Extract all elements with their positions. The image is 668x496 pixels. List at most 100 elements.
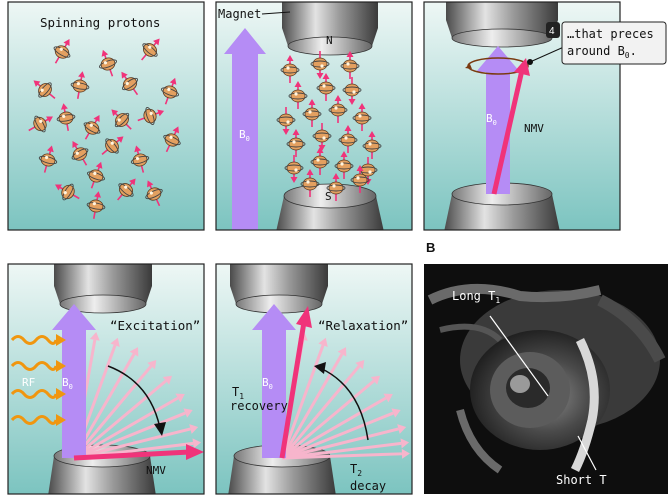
panel-precession: B0 NMV <box>424 2 620 230</box>
proton-icon <box>83 115 101 140</box>
svg-text:B0: B0 <box>239 128 250 143</box>
fan-arrow <box>73 411 186 460</box>
t2-label: T <box>350 462 357 476</box>
proton-icon <box>145 180 163 207</box>
proton-icon <box>334 151 354 179</box>
excitation-title: “Excitation” <box>110 318 200 333</box>
svg-text:T1: T1 <box>232 385 244 401</box>
mri-image: Long T1 Short T <box>424 264 668 494</box>
aligned-protons <box>276 51 382 201</box>
fan-arrow <box>280 365 361 459</box>
proton-icon <box>316 73 336 101</box>
random-protons <box>28 38 181 219</box>
fan-arrow <box>281 396 387 460</box>
panel-relaxation: B0 “Relaxation” T1 recovery T2 decay <box>216 264 412 494</box>
north-pole-magnet <box>54 264 152 314</box>
proton-icon <box>302 99 322 127</box>
nmv-label: NMV <box>146 464 166 477</box>
proton-icon <box>101 136 124 155</box>
callout-line-2-sub: 0 <box>625 51 630 60</box>
b0-sub: 0 <box>493 119 497 127</box>
svg-text:Long T1: Long T1 <box>452 289 500 305</box>
short-t-pointer <box>577 435 597 471</box>
nmv-arrow <box>279 306 312 459</box>
south-pole-magnet: S <box>276 183 384 230</box>
precession-callout: 4 …that preces around B0. <box>527 21 667 65</box>
fan-arrow <box>281 379 375 460</box>
proton-icon <box>111 109 132 130</box>
proton-icon <box>161 77 179 105</box>
fan-arrow <box>281 427 399 460</box>
north-label: N <box>326 34 333 47</box>
proton-icon <box>137 107 165 125</box>
nmv-arrow <box>491 58 530 195</box>
proton-icon <box>117 178 136 201</box>
relaxation-fan-arrows <box>280 331 410 460</box>
t1-recovery-label: recovery <box>230 399 288 413</box>
proton-icon <box>288 81 308 109</box>
proton-icon <box>87 161 105 189</box>
proton-icon <box>71 141 89 166</box>
nmv-arrow <box>73 444 204 461</box>
t1-label: T <box>232 385 239 399</box>
magnet-label: Magnet <box>218 7 261 21</box>
proton-icon <box>86 191 106 219</box>
rf-wave <box>10 361 58 371</box>
fan-arrow <box>73 379 167 460</box>
svg-text:around B0.: around B0. <box>567 44 637 60</box>
relaxation-title: “Relaxation” <box>318 318 408 333</box>
fan-arrow <box>280 344 325 459</box>
proton-icon <box>38 145 58 173</box>
proton-icon <box>163 126 181 153</box>
panel-magnet: N S B0 Magnet <box>216 2 412 230</box>
proton-icon <box>56 103 76 131</box>
proton-icon <box>55 183 80 201</box>
long-t1-pointer <box>489 315 549 397</box>
proton-icon <box>350 165 370 193</box>
proton-icon <box>33 80 56 99</box>
proton-icon <box>300 169 320 197</box>
svg-text:B0: B0 <box>262 376 273 391</box>
fan-arrow <box>281 441 402 460</box>
rf-wave <box>10 415 58 425</box>
section-label-b: B <box>426 240 435 255</box>
nmv-label: NMV <box>524 122 544 135</box>
b0-label: B <box>239 128 246 141</box>
rotation-arrow <box>107 365 161 429</box>
b0-sub: 0 <box>269 383 273 391</box>
fan-arrow <box>73 396 179 460</box>
south-label: S <box>325 190 332 203</box>
proton-icon <box>326 173 346 201</box>
callout-line-2: around B <box>567 44 625 58</box>
proton-icon <box>53 39 71 64</box>
magnet-pointer <box>261 11 291 15</box>
north-pole-magnet: N <box>282 2 378 56</box>
svg-text:T2: T2 <box>350 462 362 478</box>
proton-icon <box>276 107 296 135</box>
proton-icon <box>312 123 332 151</box>
proton-icon <box>121 71 139 96</box>
b0-field-arrow: B0 <box>476 46 520 194</box>
proton-icon <box>99 49 117 77</box>
t2-sub: 2 <box>357 469 362 478</box>
proton-icon <box>70 71 90 99</box>
svg-text:B0: B0 <box>62 376 73 391</box>
north-pole-magnet <box>230 264 328 314</box>
proton-icon <box>352 103 372 131</box>
proton-icon <box>328 95 348 123</box>
panel-excitation: B0 NMV “Excitation” RF <box>8 264 204 494</box>
proton-icon <box>310 51 330 79</box>
rf-pulse-waves <box>10 334 66 426</box>
b0-label: B <box>262 376 269 389</box>
proton-icon <box>338 125 358 153</box>
step-badge <box>546 22 560 38</box>
proton-icon <box>362 131 382 159</box>
t2-decay-label: decay <box>350 479 386 493</box>
fan-arrow <box>72 365 153 459</box>
proton-icon <box>286 129 306 157</box>
short-t-label: Short T <box>556 473 607 487</box>
fan-arrow <box>281 452 402 460</box>
rotation-arrow <box>319 367 369 441</box>
b0-field-arrow: B0 <box>224 28 266 230</box>
